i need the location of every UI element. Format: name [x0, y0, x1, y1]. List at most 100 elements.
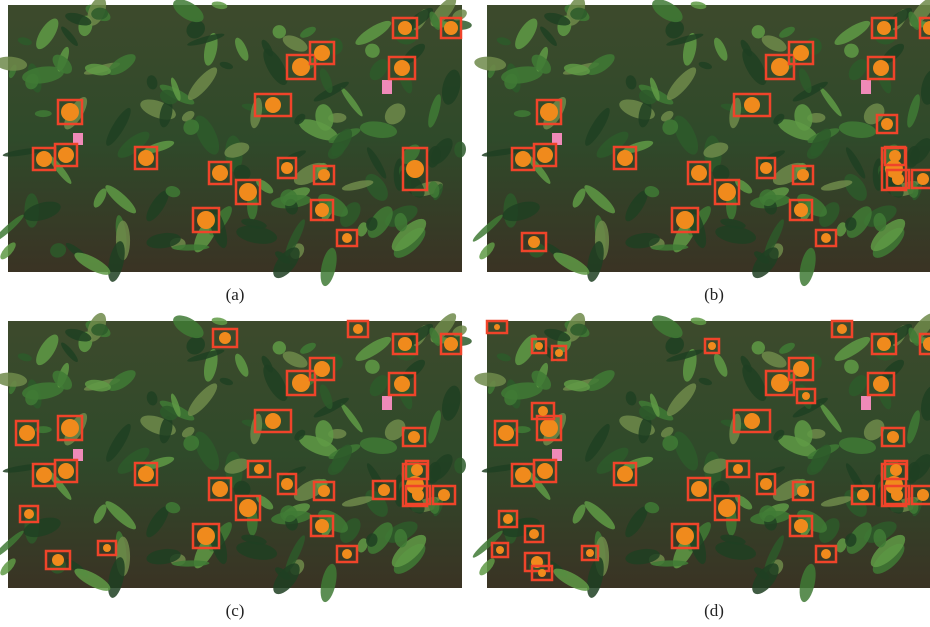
orange-fruit: [718, 183, 736, 201]
orange-fruit: [498, 425, 514, 441]
orange-fruit: [537, 147, 553, 163]
orange-fruit: [315, 203, 329, 217]
orange-fruit: [555, 349, 563, 357]
photo-panel: [0, 0, 472, 287]
orange-fruit: [219, 332, 231, 344]
label-tag: [861, 396, 871, 410]
orange-fruit: [538, 569, 546, 577]
orange-fruit: [873, 60, 889, 76]
panel-caption: (c): [226, 601, 245, 620]
orange-fruit: [873, 376, 889, 392]
orange-fruit: [793, 361, 809, 377]
orange-fruit: [691, 165, 707, 181]
orange-fruit: [342, 233, 352, 243]
orange-fruit: [61, 103, 79, 121]
orange-fruit: [212, 481, 228, 497]
orange-fruit: [535, 342, 543, 350]
orange-fruit: [342, 549, 352, 559]
photo-panel: [471, 0, 930, 287]
orange-fruit: [877, 21, 891, 35]
orange-fruit: [444, 21, 458, 35]
orange-fruit: [794, 203, 808, 217]
orange-fruit: [744, 413, 760, 429]
orange-fruit: [744, 97, 760, 113]
orange-fruit: [887, 431, 899, 443]
orange-fruit: [889, 150, 901, 162]
orange-fruit: [821, 233, 831, 243]
orange-fruit: [538, 406, 548, 416]
orange-fruit: [394, 60, 410, 76]
orange-fruit: [528, 236, 540, 248]
orange-fruit: [138, 150, 154, 166]
orange-fruit: [821, 549, 831, 559]
orange-fruit: [378, 484, 390, 496]
orange-fruit: [411, 464, 423, 476]
page: (a)(b)(c)(d) (() => { const data = JSON.…: [0, 0, 930, 627]
orange-fruit: [408, 431, 420, 443]
orange-fruit: [891, 489, 903, 501]
orange-fruit: [503, 514, 513, 524]
orange-fruit: [802, 392, 810, 400]
orange-fruit: [254, 464, 264, 474]
orange-fruit: [494, 324, 500, 330]
orange-fruit: [398, 337, 412, 351]
orange-fruit: [281, 162, 293, 174]
orange-fruit: [881, 118, 893, 130]
label-tag: [861, 80, 871, 94]
orange-fruit: [586, 549, 594, 557]
orange-fruit: [857, 489, 869, 501]
orange-fruit: [760, 162, 772, 174]
orange-fruit: [292, 374, 310, 392]
orange-fruit: [444, 337, 458, 351]
orange-fruit: [318, 169, 330, 181]
label-tag: [382, 80, 392, 94]
orange-fruit: [197, 527, 215, 545]
photo-panel: [0, 310, 472, 604]
orange-fruit: [138, 466, 154, 482]
orange-fruit: [733, 464, 743, 474]
orange-fruit: [890, 464, 902, 476]
orange-fruit: [892, 173, 904, 185]
orange-fruit: [529, 529, 539, 539]
orange-fruit: [197, 211, 215, 229]
orange-fruit: [676, 527, 694, 545]
orange-fruit: [917, 173, 929, 185]
orange-fruit: [718, 499, 736, 517]
panel-caption: (d): [704, 601, 724, 620]
orange-fruit: [797, 169, 809, 181]
orange-fruit: [315, 519, 329, 533]
orange-fruit: [760, 478, 772, 490]
orange-fruit: [353, 324, 363, 334]
orange-fruit: [708, 342, 716, 350]
orange-fruit: [797, 485, 809, 497]
orange-fruit: [265, 97, 281, 113]
orange-fruit: [540, 103, 558, 121]
photo-panel: [471, 310, 930, 604]
orange-fruit: [515, 151, 531, 167]
orange-fruit: [52, 554, 64, 566]
orange-fruit: [496, 546, 504, 554]
orange-fruit: [540, 419, 558, 437]
orange-fruit: [61, 419, 79, 437]
orange-fruit: [515, 467, 531, 483]
orange-fruit: [406, 160, 424, 178]
orange-fruit: [794, 519, 808, 533]
orange-fruit: [19, 425, 35, 441]
orange-fruit: [36, 467, 52, 483]
panel-caption: (b): [704, 285, 724, 304]
orange-fruit: [239, 183, 257, 201]
orange-fruit: [917, 489, 929, 501]
orange-fruit: [58, 147, 74, 163]
orange-fruit: [239, 499, 257, 517]
label-tag: [382, 396, 392, 410]
orange-fruit: [771, 58, 789, 76]
orange-fruit: [412, 489, 424, 501]
orange-fruit: [212, 165, 228, 181]
orange-fruit: [617, 466, 633, 482]
orange-fruit: [58, 463, 74, 479]
orange-fruit: [877, 337, 891, 351]
orange-fruit: [691, 481, 707, 497]
orange-fruit: [398, 21, 412, 35]
orange-fruit: [103, 544, 111, 552]
orange-fruit: [318, 485, 330, 497]
